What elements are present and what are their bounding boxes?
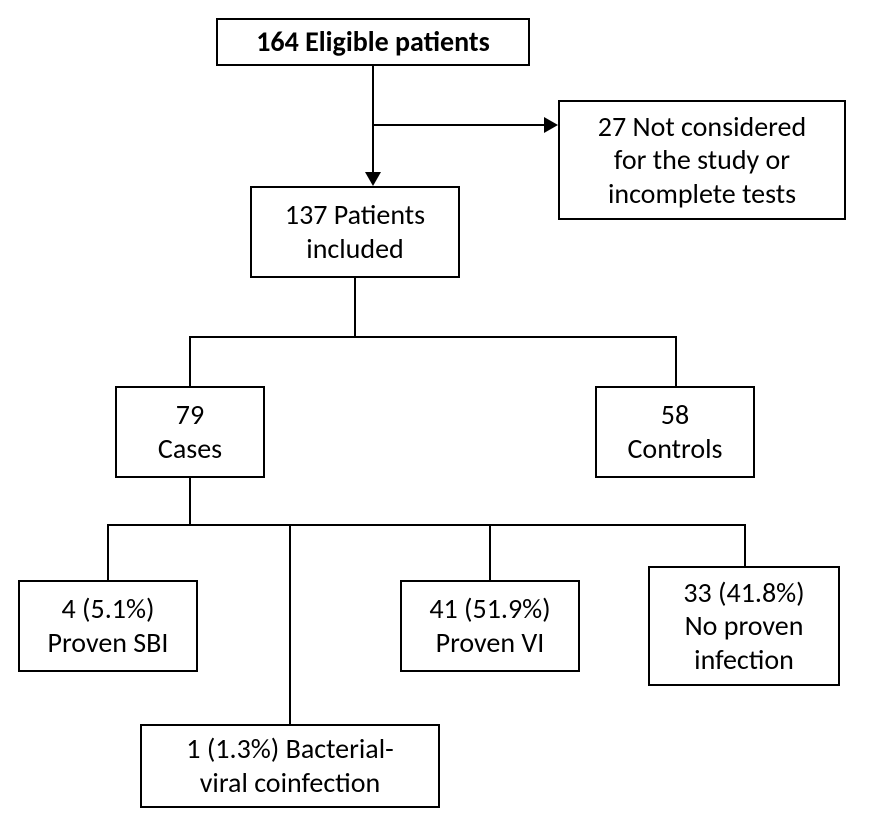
edge-to-cases bbox=[189, 336, 191, 386]
edge-cases-hbar bbox=[107, 524, 746, 526]
node-vi-line1: 41 (51.9%) bbox=[429, 592, 550, 626]
edge-to-coinf bbox=[289, 524, 291, 724]
flowchart-canvas: 164 Eligible patients 27 Not considered … bbox=[0, 0, 896, 824]
node-included-line2: included bbox=[306, 232, 403, 266]
node-noinf-line1: 33 (41.8%) bbox=[683, 576, 804, 610]
node-vi-line2: Proven VI bbox=[436, 626, 545, 660]
node-cases: 79 Cases bbox=[115, 386, 265, 478]
node-cases-line1: 79 bbox=[176, 398, 204, 432]
node-controls: 58 Controls bbox=[595, 386, 755, 478]
node-controls-line1: 58 bbox=[661, 398, 689, 432]
node-noinf-line3: infection bbox=[694, 643, 794, 677]
node-sbi-line1: 4 (5.1%) bbox=[62, 592, 155, 626]
edge-cases-down bbox=[189, 478, 191, 526]
edge-included-hbar bbox=[189, 336, 677, 338]
edge-included-down bbox=[354, 278, 356, 338]
node-coinf-line1: 1 (1.3%) Bacterial- bbox=[186, 732, 393, 766]
node-included-line1: 137 Patients bbox=[285, 198, 425, 232]
arrow-eligible-included bbox=[365, 172, 381, 186]
node-noinf-line2: No proven bbox=[685, 609, 804, 643]
node-excluded-line2: for the study or bbox=[614, 143, 790, 177]
node-cases-line2: Cases bbox=[158, 432, 222, 466]
edge-to-controls bbox=[675, 336, 677, 386]
node-coinf-line2: viral coinfection bbox=[200, 766, 380, 800]
edge-eligible-excluded bbox=[373, 124, 545, 126]
node-sbi-line2: Proven SBI bbox=[48, 626, 169, 660]
edge-to-noinf bbox=[744, 524, 746, 566]
node-excluded-line1: 27 Not considered bbox=[598, 110, 806, 144]
node-eligible: 164 Eligible patients bbox=[216, 18, 530, 66]
node-controls-line2: Controls bbox=[628, 432, 723, 466]
node-vi: 41 (51.9%) Proven VI bbox=[400, 580, 580, 672]
edge-to-sbi bbox=[107, 524, 109, 580]
node-sbi: 4 (5.1%) Proven SBI bbox=[18, 580, 198, 672]
edge-eligible-included bbox=[372, 66, 374, 174]
node-noinf: 33 (41.8%) No proven infection bbox=[648, 566, 840, 686]
edge-to-vi bbox=[489, 524, 491, 580]
node-coinf: 1 (1.3%) Bacterial- viral coinfection bbox=[140, 724, 440, 808]
node-excluded: 27 Not considered for the study or incom… bbox=[558, 100, 846, 220]
node-included: 137 Patients included bbox=[250, 186, 460, 278]
arrow-eligible-excluded bbox=[544, 117, 558, 133]
node-eligible-line1: 164 Eligible patients bbox=[256, 25, 490, 59]
node-excluded-line3: incomplete tests bbox=[608, 177, 796, 211]
